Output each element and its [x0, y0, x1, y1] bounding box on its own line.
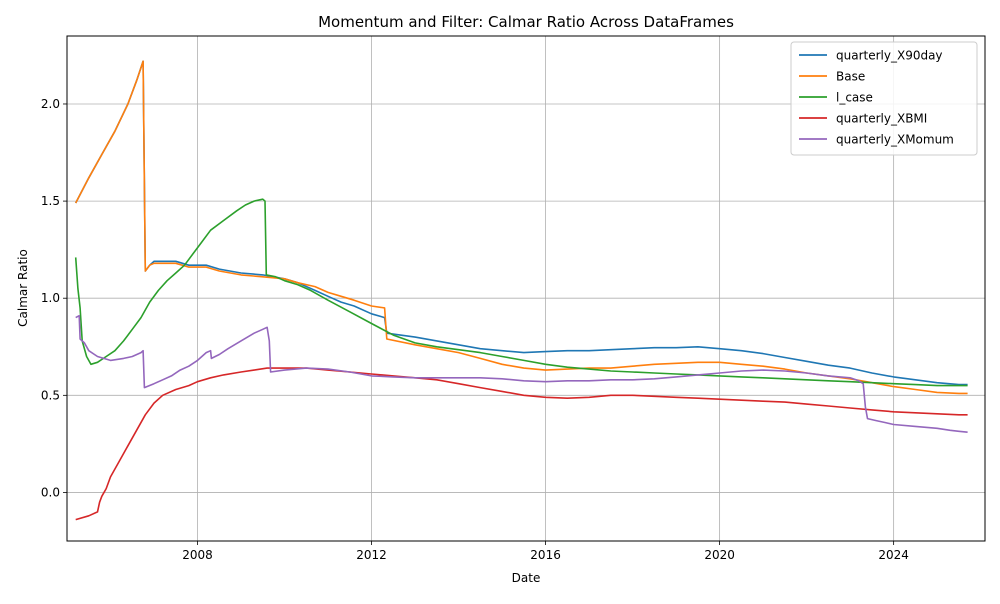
series-line-l-case	[74, 198, 968, 387]
y-tick-label: 2.0	[41, 97, 60, 111]
series-line-base	[74, 60, 968, 395]
chart-title: Momentum and Filter: Calmar Ratio Across…	[318, 13, 734, 31]
legend-label: l_case	[836, 91, 873, 105]
legend: quarterly_X90day Base l_case quarterly_XBMI…	[790, 41, 978, 156]
x-tick-label: 2020	[704, 548, 735, 562]
legend-label: quarterly_X90day	[836, 49, 943, 63]
x-tick-label: 2024	[878, 548, 909, 562]
legend-label: quarterly_XBMI	[836, 112, 927, 126]
legend-box	[790, 41, 978, 156]
x-tick-label: 2016	[530, 548, 561, 562]
y-tick-label: 1.0	[41, 291, 60, 305]
plot-frame	[66, 35, 986, 542]
series-line-quarterly-xmomum	[75, 314, 968, 433]
legend-label: quarterly_XMomum	[836, 133, 954, 147]
x-tick-label: 2008	[182, 548, 213, 562]
legend-label: Base	[836, 70, 865, 84]
series-line-quarterly-x90day	[74, 60, 968, 386]
ticks: 2008 2012 2016 2020 2024 0.0 0.5 1.0 1.5 2.0	[41, 97, 909, 562]
y-axis-label: Calmar Ratio	[16, 249, 30, 327]
y-tick-label: 0.0	[41, 485, 60, 499]
x-tick-label: 2012	[356, 548, 387, 562]
y-tick-label: 1.5	[41, 194, 60, 208]
x-axis-label: Date	[512, 571, 541, 585]
y-tick-label: 0.5	[41, 388, 60, 402]
series-layer	[74, 60, 968, 521]
